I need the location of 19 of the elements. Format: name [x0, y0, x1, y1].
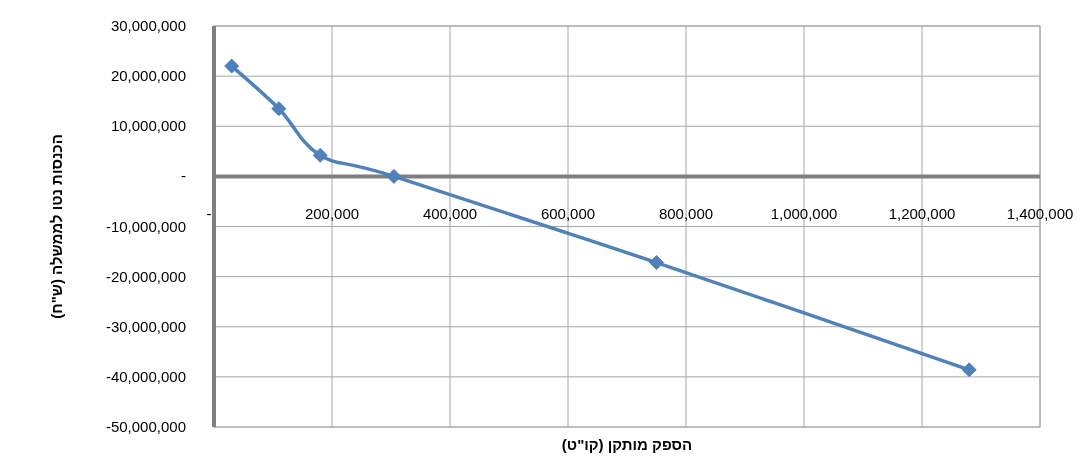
y-tick-label: -40,000,000 — [105, 367, 186, 385]
y-tick-label: -30,000,000 — [105, 317, 186, 335]
y-tick-label: 10,000,000 — [110, 117, 186, 135]
x-tick-label: - — [206, 205, 212, 223]
x-tick-label: 1,200,000 — [888, 205, 956, 223]
y-tick-label: 30,000,000 — [110, 17, 186, 34]
x-tick-label: 400,000 — [422, 205, 478, 223]
y-tick-label: -50,000,000 — [105, 418, 186, 435]
y-tick-label: -10,000,000 — [105, 217, 186, 235]
x-tick-label: 200,000 — [304, 205, 360, 223]
y-tick-label: -20,000,000 — [105, 267, 186, 285]
x-axis-title: הספק מותקן (קו"ט) — [561, 436, 693, 453]
x-tick-label: 1,400,000 — [1006, 205, 1074, 223]
y-tick-label: 20,000,000 — [110, 67, 186, 85]
x-tick-label: 1,000,000 — [770, 205, 838, 223]
y-axis-title: הכנסות נטו לממשלה (ש"ח) — [48, 134, 65, 319]
x-tick-label: 800,000 — [658, 205, 714, 223]
x-tick-label: 600,000 — [540, 205, 596, 223]
y-tick-label: - — [181, 167, 186, 185]
